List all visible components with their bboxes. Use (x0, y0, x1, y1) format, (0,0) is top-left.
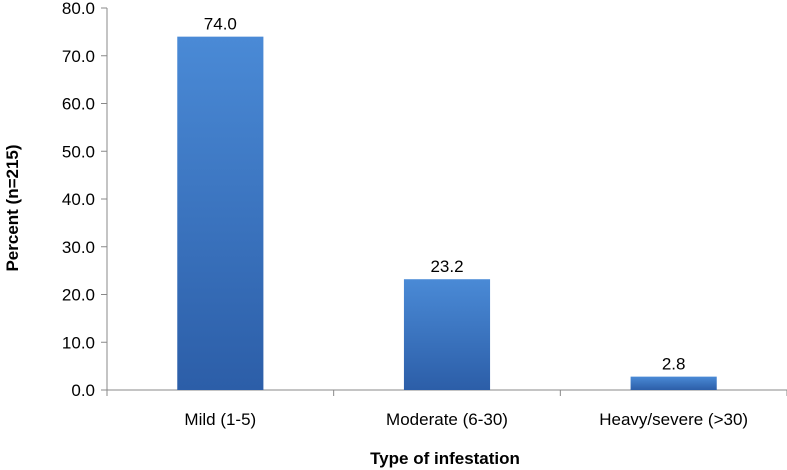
bar (177, 36, 264, 391)
y-tick-label: 60.0 (62, 95, 95, 114)
y-axis: 0.0 10.0 20.0 30.0 40.0 50.0 60.0 70.0 80.0 (62, 0, 108, 400)
data-label: 74.0 (204, 15, 237, 34)
y-tick-label: 20.0 (62, 286, 95, 305)
y-tick-label: 50.0 (62, 142, 95, 161)
data-labels: 74.0 23.2 2.8 (204, 15, 686, 374)
x-tick-label: Moderate (6-30) (386, 410, 508, 429)
y-tick-label: 30.0 (62, 238, 95, 257)
bars (177, 36, 717, 391)
bar (630, 376, 717, 390)
data-label: 2.8 (662, 355, 686, 374)
x-axis-title: Type of infestation (370, 449, 520, 468)
data-label: 23.2 (430, 257, 463, 276)
x-axis: Mild (1-5) Moderate (6-30) Heavy/severe (>… (106, 389, 787, 429)
y-tick-label: 70.0 (62, 47, 95, 66)
x-tick-label: Heavy/severe (>30) (599, 410, 748, 429)
y-tick-label: 80.0 (62, 0, 95, 18)
y-axis-title: Percent (n=215) (3, 144, 22, 271)
y-tick-label: 40.0 (62, 190, 95, 209)
x-tick-label: Mild (1-5) (184, 410, 256, 429)
bar (403, 279, 491, 390)
y-tick-label: 10.0 (62, 333, 95, 352)
y-tick-label: 0.0 (71, 381, 95, 400)
